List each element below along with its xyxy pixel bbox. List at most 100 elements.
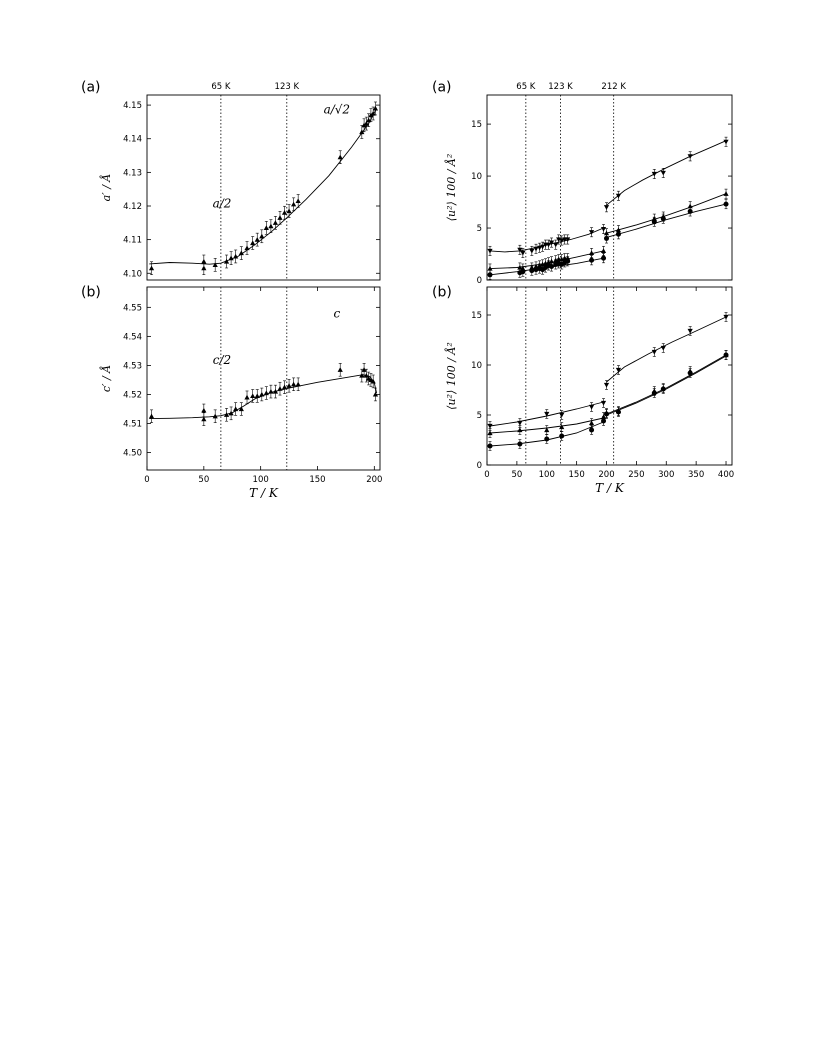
data-point: [589, 257, 595, 263]
data-point: [268, 223, 274, 229]
data-point: [295, 381, 301, 387]
data-point: [233, 253, 239, 259]
data-point: [517, 264, 523, 270]
data-point: [559, 433, 565, 439]
data-point: [545, 242, 552, 248]
y-axis-label: ⟨u²⟩ 100 / Å²: [444, 154, 458, 222]
y-tick-label: 4.12: [123, 202, 142, 212]
data-point: [223, 412, 230, 417]
data-point: [281, 210, 288, 215]
data-point: [250, 240, 256, 246]
data-point: [565, 258, 571, 264]
y-tick-label: 4.11: [123, 236, 142, 246]
data-point: [363, 372, 369, 378]
data-point: [603, 205, 610, 210]
data-point: [589, 427, 595, 433]
y-tick-label: 4.55: [123, 303, 142, 313]
y-tick-label: 4.15: [123, 101, 142, 111]
reference-line-label: 65 K: [211, 82, 231, 92]
data-point: [539, 244, 546, 250]
data-point: [651, 219, 657, 225]
data-point: [286, 208, 292, 214]
data-point: [487, 430, 493, 436]
plot-frame: [486, 94, 733, 281]
data-point: [588, 404, 595, 410]
data-point: [520, 269, 526, 275]
data-point: [201, 416, 207, 422]
annotation: a/√2: [324, 103, 350, 117]
data-point: [370, 110, 376, 116]
data-point: [723, 201, 729, 207]
panel-left_a: (a) 4.10 4.11 4.12 4.13 4.14 4.15 a′ / Å 65 K 123…: [81, 80, 381, 281]
data-point: [487, 265, 493, 271]
y-tick-label: 0: [477, 276, 482, 286]
data-point: [529, 268, 535, 274]
y-tick-label: 4.54: [123, 332, 142, 342]
x-tick-label: 150: [309, 475, 325, 485]
data-point: [370, 378, 376, 384]
data-point: [588, 420, 595, 426]
data-point: [687, 370, 693, 376]
data-point: [553, 242, 559, 248]
data-point: [604, 235, 610, 241]
data-point: [559, 412, 565, 418]
data-point: [228, 255, 234, 261]
x-tick-label: 300: [658, 470, 674, 480]
y-tick-label: 15: [471, 311, 482, 321]
data-point: [536, 245, 543, 251]
data-point: [651, 390, 657, 396]
data-point: [281, 384, 288, 390]
x-tick-label: 250: [628, 470, 644, 480]
data-point: [588, 250, 595, 256]
x-tick-label: 400: [718, 470, 734, 480]
data-point: [660, 216, 666, 222]
data-point: [517, 427, 523, 433]
x-tick-label: 100: [539, 470, 555, 480]
x-tick-label: 350: [688, 470, 704, 480]
panel-right_a: (a) 0 5 10 15 ⟨u²⟩ 100 / Å² 65 K 123 K 212 K: [432, 80, 733, 286]
y-tick-label: 4.51: [123, 420, 142, 430]
data-point: [277, 386, 283, 391]
data-point: [363, 120, 369, 126]
data-point: [615, 231, 621, 237]
data-point: [254, 393, 260, 399]
data-point: [603, 382, 610, 388]
data-point: [559, 424, 565, 430]
data-point: [238, 406, 244, 412]
data-point: [223, 258, 230, 264]
y-tick-label: 10: [471, 361, 482, 371]
panel-label: (a): [432, 80, 452, 96]
data-point: [529, 248, 535, 254]
data-point: [148, 265, 155, 271]
data-point: [548, 258, 555, 264]
data-point: [651, 349, 657, 355]
data-point: [660, 345, 666, 351]
x-tick-label: 150: [569, 470, 585, 480]
data-point: [286, 383, 292, 388]
data-point: [520, 250, 526, 256]
y-tick-label: 5: [477, 411, 482, 421]
data-point: [660, 170, 666, 176]
annotation: a/2: [213, 197, 232, 211]
y-tick-label: 4.10: [123, 269, 142, 279]
y-tick-label: 4.13: [123, 168, 142, 178]
fit-curve: [606, 193, 727, 234]
data-point: [487, 423, 493, 429]
y-axis-label: ⟨u²⟩ 100 / Å²: [444, 342, 458, 410]
data-point: [366, 117, 372, 123]
reference-line-label: 123 K: [548, 82, 573, 92]
data-point: [600, 248, 607, 253]
data-point: [487, 248, 493, 254]
data-point: [361, 122, 367, 128]
fit-curve: [606, 355, 727, 416]
x-tick-label: 200: [366, 475, 382, 485]
data-point: [263, 390, 269, 396]
data-point: [361, 367, 367, 372]
data-point: [359, 372, 365, 378]
fit-curve: [606, 316, 727, 383]
y-axis-label: c′ / Å: [99, 365, 113, 392]
data-point: [544, 436, 550, 442]
data-point: [372, 391, 379, 397]
